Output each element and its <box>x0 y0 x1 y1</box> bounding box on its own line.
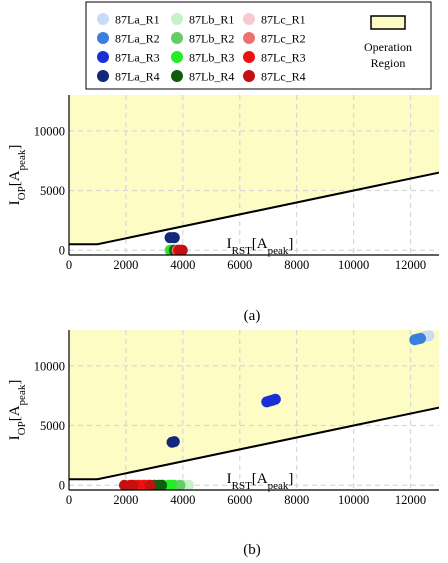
grid <box>69 95 439 255</box>
x-tick-label: 2000 <box>113 258 138 272</box>
legend-label-87Lb_R2: 87Lb_R2 <box>189 32 234 46</box>
legend-label-87Lb_R3: 87Lb_R3 <box>189 51 234 65</box>
legend-marker-87Lc_R4 <box>243 70 255 82</box>
x-tick-label: 8000 <box>284 258 309 272</box>
chart-panel-a: 0 2000 4000 6000 8000 10000 12000 0 5000 10000 IRS… <box>7 95 439 324</box>
x-axis-label: IRST[Apeak] <box>227 236 294 257</box>
x-tick-label: 8000 <box>284 493 309 507</box>
data-point-87La_R4 <box>168 436 180 448</box>
legend-label-87Lc_R1: 87Lc_R1 <box>261 13 306 27</box>
legend-label-87Lc_R4: 87Lc_R4 <box>261 70 306 84</box>
y-tick-label: 5000 <box>40 184 65 198</box>
y-tick-label: 10000 <box>34 124 65 138</box>
x-axis-label: IRST[Apeak] <box>227 471 294 492</box>
x-tick-label: 0 <box>66 493 72 507</box>
legend-label-87Lc_R3: 87Lc_R3 <box>261 51 306 65</box>
panel-caption: (b) <box>243 542 261 558</box>
data-point-87Lc_R4 <box>119 479 130 490</box>
data-point-87Lc_R4 <box>144 479 156 490</box>
legend-marker-87Lb_R1 <box>171 13 183 25</box>
chart-panel-b: 0 2000 4000 6000 8000 10000 12000 0 5000 10000 IRS… <box>7 330 439 558</box>
legend-label-87La_R1: 87La_R1 <box>115 13 160 27</box>
panel-caption: (a) <box>244 308 261 324</box>
data-point-87Lb_R3 <box>165 479 177 490</box>
legend-marker-87La_R4 <box>97 70 109 82</box>
x-tick-label: 10000 <box>338 258 369 272</box>
operation-region <box>69 95 439 245</box>
data-point-87Lc_R4 <box>127 479 139 490</box>
data-points <box>164 232 188 255</box>
y-axis-label: IOP[Apeak] <box>7 145 28 206</box>
x-tick-label: 4000 <box>170 258 195 272</box>
legend-operation-label: Operation <box>364 40 412 54</box>
data-point-87La_R4 <box>168 232 180 244</box>
legend-entries: 87La_R1 87Lb_R1 87Lc_R1 87La_R2 87Lb_R2 87Lc_… <box>97 13 306 84</box>
legend-label-87La_R2: 87La_R2 <box>115 32 160 46</box>
operation-region <box>69 330 439 480</box>
x-tick-label: 6000 <box>227 493 252 507</box>
data-point-87Lb_R1 <box>183 479 195 490</box>
data-point-87La_R2 <box>415 332 426 344</box>
data-point-87La_R1 <box>423 330 435 342</box>
legend-region-label: Region <box>371 56 406 70</box>
legend-marker-87Lc_R2 <box>243 32 255 44</box>
legend-label-87Lb_R1: 87Lb_R1 <box>189 13 234 27</box>
data-point-87Lb_R2 <box>174 479 186 490</box>
y-tick-label: 0 <box>59 244 65 258</box>
legend-marker-87Lb_R4 <box>171 70 183 82</box>
data-points <box>119 330 435 490</box>
y-tick-label: 5000 <box>40 419 65 433</box>
x-tick-label: 4000 <box>170 493 195 507</box>
x-tick-label: 0 <box>66 258 72 272</box>
x-tick-label: 6000 <box>227 258 252 272</box>
data-point-87Lc_R4 <box>176 244 188 255</box>
legend-label-87La_R4: 87La_R4 <box>115 70 160 84</box>
legend-label-87Lb_R4: 87Lb_R4 <box>189 70 234 84</box>
x-tick-label: 10000 <box>338 493 369 507</box>
legend-operation-region-swatch <box>370 15 406 30</box>
legend-marker-87Lc_R1 <box>243 13 255 25</box>
y-axis-label: IOP[Apeak] <box>7 380 28 441</box>
x-tick-label: 12000 <box>395 258 426 272</box>
legend-marker-87La_R1 <box>97 13 109 25</box>
legend-label-87La_R3: 87La_R3 <box>115 51 160 65</box>
legend-label-87Lc_R2: 87Lc_R2 <box>261 32 306 46</box>
legend-marker-87La_R2 <box>97 32 109 44</box>
x-tick-label: 2000 <box>113 493 138 507</box>
legend-marker-87La_R3 <box>97 51 109 63</box>
legend-marker-87Lc_R3 <box>243 51 255 63</box>
legend-marker-87Lb_R2 <box>171 32 183 44</box>
grid <box>69 330 439 490</box>
x-tick-label: 12000 <box>395 493 426 507</box>
legend: 87La_R1 87Lb_R1 87Lc_R1 87La_R2 87Lb_R2 87Lc_… <box>85 1 432 90</box>
legend-marker-87Lb_R3 <box>171 51 183 63</box>
data-point-87Lb_R4 <box>156 479 167 490</box>
y-tick-label: 0 <box>59 479 65 493</box>
operation-boundary-line <box>69 406 439 481</box>
data-point-87La_R3 <box>269 393 281 405</box>
operation-boundary-line <box>69 171 439 246</box>
y-tick-label: 10000 <box>34 359 65 373</box>
